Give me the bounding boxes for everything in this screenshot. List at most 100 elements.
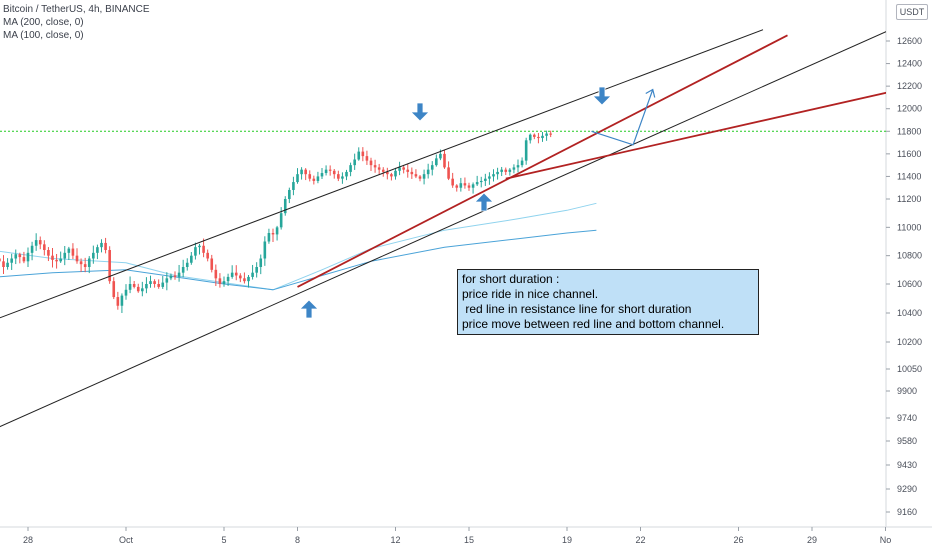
candle-body [234,272,238,276]
candle-body [104,242,107,250]
candle-body [63,252,67,259]
candle-body [537,136,540,139]
candle-body [165,278,169,283]
x-tick-label: 22 [635,535,645,545]
candle-body [341,176,344,179]
down-arrow-marker [592,86,612,106]
candle-body [353,159,356,166]
candle-body [6,262,9,267]
candle-body [271,233,275,235]
candle-body [443,153,446,168]
candle-body [496,171,499,175]
y-tick-label: 11000 [897,222,921,232]
candle-body [275,227,279,235]
candle-body [508,169,512,172]
x-tick-label: Oct [119,535,134,545]
ma-dark-line [0,229,597,291]
candle-body [22,257,26,262]
down-arrow-marker [410,102,430,122]
candle-body [520,160,524,166]
candle-body [373,165,377,168]
candle-body [304,169,307,175]
candle-body [120,295,124,306]
candle-body [283,199,287,214]
candle-body [406,169,410,172]
symbol-title: Bitcoin / TetherUS, 4h, BINANCE [3,4,150,15]
candle-body [292,182,295,190]
x-tick-label: 15 [464,535,474,545]
candle-body [467,185,471,188]
candle-body [332,170,336,175]
projection-path [591,89,654,146]
candle-body [398,167,401,171]
candle-body [365,156,369,161]
y-tick-label: 12200 [897,81,922,91]
candle-body [43,244,46,250]
candle-body [337,174,340,179]
candle-body [96,247,99,253]
candle-body [136,286,140,292]
candle-body [214,269,218,279]
candle-body [141,288,144,292]
candle-body [92,252,95,259]
candle-body [451,178,454,186]
y-tick-label: 11600 [897,149,921,159]
candle-body [198,245,201,248]
currency-badge[interactable]: USDT [896,4,928,20]
candle-body [132,284,136,287]
candle-body [2,261,5,267]
candle-body [230,272,234,277]
candle-body [226,276,230,282]
candle-body [430,165,434,170]
candle-body [369,160,373,166]
candle-body [300,169,303,175]
y-tick-label: 12400 [897,59,922,69]
candle-body [218,278,222,284]
candle-body [447,167,450,179]
y-tick-label: 10400 [897,308,922,318]
candle-body [349,165,352,172]
candle-body [267,233,271,242]
y-tick-label: 11400 [897,171,921,181]
candle-body [288,189,291,199]
candle-body [386,171,389,175]
candle-body [255,267,258,273]
y-tick-label: 9160 [897,507,917,517]
candle-body [324,169,328,174]
candle-body [247,276,250,282]
candle-body [108,250,111,282]
candle-body [34,240,38,246]
y-tick-label: 10050 [897,364,922,374]
y-tick-label: 9430 [897,460,917,470]
candle-body [124,289,128,296]
y-tick-label: 11200 [897,194,921,204]
candle-body [361,151,365,157]
candle-body [357,151,361,160]
candle-body [410,171,414,175]
candle-body [145,284,148,289]
candle-body [210,258,214,270]
candle-body [55,259,58,262]
red-trend-line [297,34,788,288]
candle-body [479,180,483,183]
candle-body [116,297,120,306]
annotation-line-2: price ride in nice channel. [462,287,599,301]
candle-body [169,275,173,279]
candle-body [418,176,422,179]
candle-body [475,182,479,185]
candle-body [251,272,254,277]
candle-body [345,171,348,177]
candle-body [422,174,426,179]
candle-body [439,153,442,159]
y-tick-label: 12600 [897,36,922,46]
candle-body [128,284,132,290]
x-tick-label: 28 [23,535,33,545]
candle-body [435,158,438,166]
candle-body [516,165,520,168]
candle-body [402,167,405,170]
x-tick-label: 8 [295,535,300,545]
projection-arrowhead [645,88,656,98]
candle-body [463,183,467,186]
